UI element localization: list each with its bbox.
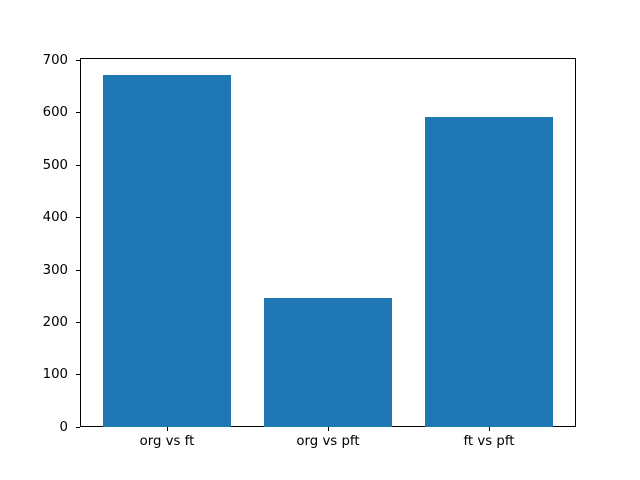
y-tick-label: 300 xyxy=(42,262,68,278)
bar-org-vs-pft xyxy=(263,297,393,428)
bar-ft-vs-pft xyxy=(424,116,554,428)
y-tick-mark xyxy=(76,269,80,271)
y-tick-mark xyxy=(76,112,80,114)
y-tick-label: 0 xyxy=(59,419,68,435)
x-tick-label: org vs ft xyxy=(139,433,195,449)
x-tick-label: org vs pft xyxy=(296,433,360,449)
x-tick-label: ft vs pft xyxy=(463,433,515,449)
y-tick-label: 100 xyxy=(42,367,68,383)
y-tick-label: 700 xyxy=(42,53,68,68)
bar-org-vs-ft xyxy=(102,75,232,428)
y-tick-label: 200 xyxy=(42,314,68,330)
x-tick-mark xyxy=(327,427,329,432)
y-tick-mark xyxy=(76,164,80,166)
y-tick-mark xyxy=(76,426,80,428)
y-tick-mark xyxy=(76,60,80,61)
x-tick-mark xyxy=(488,427,490,432)
y-tick-mark xyxy=(76,217,80,219)
y-tick-mark xyxy=(76,374,80,376)
y-tick-label: 400 xyxy=(42,210,68,226)
y-tick-label: 500 xyxy=(42,157,68,173)
y-tick-mark xyxy=(76,321,80,323)
x-tick-mark xyxy=(166,427,168,432)
y-tick-label: 600 xyxy=(42,105,68,121)
